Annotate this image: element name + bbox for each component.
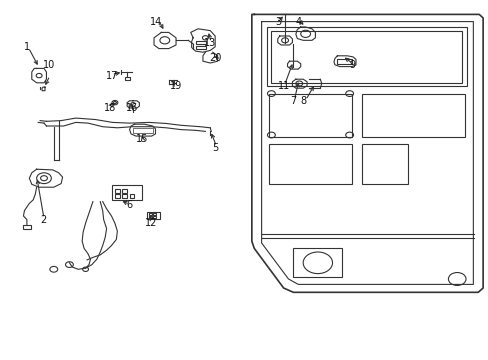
Bar <box>124 77 129 80</box>
Bar <box>361 144 407 184</box>
Bar <box>129 194 134 198</box>
Bar <box>112 185 142 200</box>
Bar <box>195 46 206 49</box>
Text: 1: 1 <box>24 42 30 52</box>
Text: 20: 20 <box>208 53 221 63</box>
Bar <box>153 213 156 215</box>
Bar <box>268 94 351 137</box>
Bar <box>23 225 31 229</box>
Text: 5: 5 <box>212 143 218 153</box>
Text: 12: 12 <box>145 218 158 228</box>
Text: 7: 7 <box>290 96 296 106</box>
Text: 19: 19 <box>169 81 182 91</box>
Text: 10: 10 <box>42 60 55 70</box>
Bar <box>266 27 466 86</box>
Text: 4: 4 <box>295 17 301 27</box>
Bar <box>337 59 351 64</box>
Bar <box>293 248 342 277</box>
Text: 2: 2 <box>40 215 46 225</box>
Bar <box>153 216 156 218</box>
Bar <box>361 94 464 137</box>
Bar <box>268 144 351 184</box>
Bar <box>122 194 127 198</box>
Bar <box>115 194 120 198</box>
Text: 8: 8 <box>300 96 305 106</box>
Text: 14: 14 <box>150 17 163 27</box>
Text: 9: 9 <box>348 60 354 70</box>
Text: 3: 3 <box>275 17 281 27</box>
Bar <box>115 189 120 193</box>
Text: 13: 13 <box>203 38 216 48</box>
Text: 15: 15 <box>135 134 148 144</box>
Bar <box>133 128 152 133</box>
Text: 17: 17 <box>106 71 119 81</box>
Text: 18: 18 <box>103 103 116 113</box>
Text: 11: 11 <box>277 81 289 91</box>
Bar <box>195 41 206 44</box>
Bar <box>122 189 127 193</box>
Text: 6: 6 <box>126 200 132 210</box>
Text: 16: 16 <box>125 103 138 113</box>
Bar <box>271 31 461 83</box>
Bar <box>148 216 152 218</box>
Bar <box>148 213 152 215</box>
Bar <box>146 212 160 219</box>
